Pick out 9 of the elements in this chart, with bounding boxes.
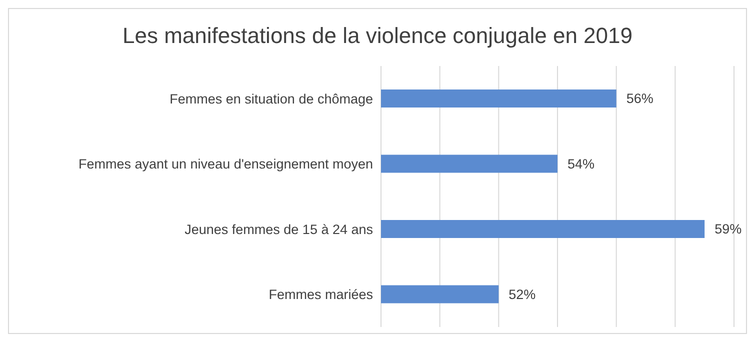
data-label: 59% — [714, 222, 742, 237]
y-tick-label: Femmes ayant un niveau d'enseignement moyen — [78, 156, 373, 172]
y-tick-label: Jeunes femmes de 15 à 24 ans — [184, 222, 374, 237]
chart-title: Les manifestations de la violence conjugale en 2019 — [121, 22, 634, 50]
y-tick-label: Femmes mariées — [268, 287, 374, 302]
data-label: 52% — [508, 286, 536, 302]
y-tick-label: Femmes en situation de chômage — [170, 91, 373, 106]
data-label: 54% — [568, 156, 595, 172]
data-label: 56% — [626, 91, 654, 106]
